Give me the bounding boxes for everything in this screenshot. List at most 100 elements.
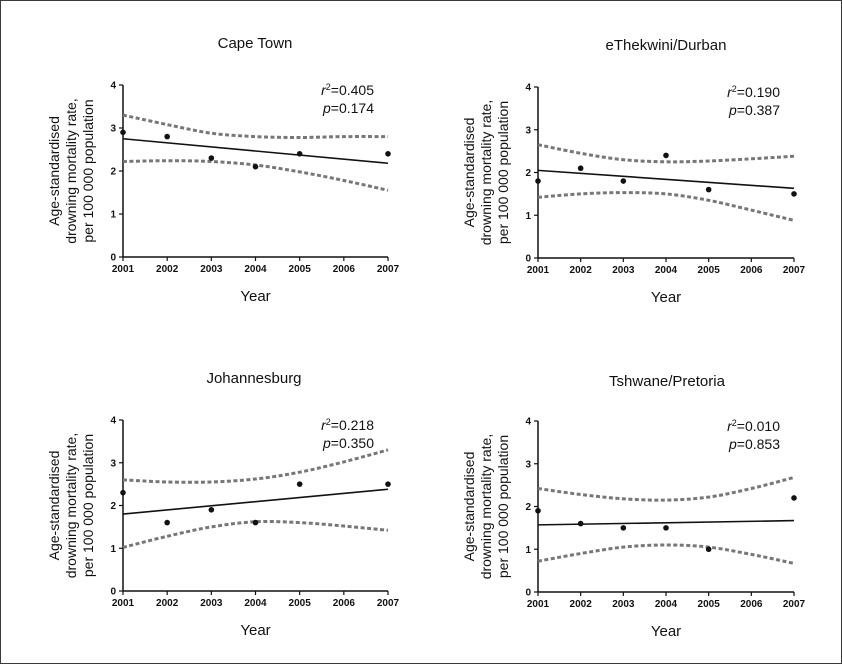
p-value-label: p=0.853 (728, 436, 780, 452)
y-tick-label: 3 (525, 125, 531, 136)
r-squared-label: r2=0.010 (727, 418, 780, 434)
y-axis-label-line: Age-standardised (46, 116, 62, 226)
y-tick-label: 2 (110, 501, 116, 512)
data-point (620, 525, 627, 531)
y-axis-label-line: Age-standardised (46, 451, 62, 561)
ci-lower-band (537, 543, 795, 565)
x-tick-label: 2004 (244, 264, 267, 275)
data-point (791, 191, 797, 197)
chart-title: eThekwini/Durban (606, 37, 727, 54)
x-tick-label: 2006 (740, 265, 763, 276)
x-tick-label: 2001 (527, 599, 550, 610)
ci-upper-band (122, 448, 389, 484)
x-tick-label: 2005 (698, 599, 721, 610)
x-tick-label: 2003 (612, 265, 635, 276)
y-tick-label: 1 (110, 544, 116, 555)
x-tick-label: 2003 (200, 598, 223, 609)
y-axis-label-line: per 100 000 population (80, 99, 96, 242)
r-squared-label: r2=0.405 (321, 82, 374, 98)
x-tick-label: 2002 (156, 598, 179, 609)
ci-upper-band (537, 143, 795, 164)
x-tick-label: 2006 (740, 599, 763, 610)
p-value-label: p=0.350 (322, 435, 374, 451)
y-tick-label: 2 (110, 167, 116, 178)
y-axis-label-line: drowning mortality rate, (63, 98, 79, 244)
chart-panel-4: Tshwane/Pretoria r2=0.010 p=0.853 0 1 2 3 4 2001… (461, 373, 806, 640)
x-tick-label: 2006 (333, 598, 356, 609)
x-tick-label: 2003 (200, 264, 223, 275)
chart-panel-3: Johannesburg r2=0.218 p=0.350 0 1 2 3 4 2001 2002… (46, 370, 400, 639)
y-axis-label-line: drowning mortality rate, (63, 433, 79, 579)
data-point (296, 481, 303, 487)
data-point (164, 519, 170, 526)
r-squared-label: r2=0.190 (727, 84, 780, 100)
data-point (164, 133, 170, 140)
y-axis-label-line: per 100 000 population (80, 434, 96, 577)
x-tick-label: 2005 (289, 264, 312, 275)
data-point (252, 163, 259, 170)
chart-title: Cape Town (218, 35, 293, 52)
r-squared-label: r2=0.218 (321, 417, 374, 433)
data-point (705, 186, 712, 193)
data-point (296, 151, 303, 157)
y-tick-label: 0 (525, 254, 531, 265)
data-point (120, 129, 126, 136)
y-tick-label: 0 (110, 253, 116, 264)
y-tick-label: 4 (525, 83, 531, 94)
data-point (791, 495, 797, 501)
x-tick-label: 2001 (527, 265, 550, 276)
data-point (620, 178, 627, 184)
data-point (577, 165, 584, 172)
y-tick-label: 1 (525, 545, 531, 556)
data-point (663, 525, 669, 531)
y-tick-label: 2 (525, 502, 531, 513)
ci-lower-band (537, 191, 795, 222)
data-point (577, 520, 584, 527)
regression-line (537, 519, 795, 526)
regression-line (122, 488, 389, 515)
x-tick-label: 2002 (570, 265, 593, 276)
y-axis-label-line: Age-standardised (461, 452, 477, 562)
data-point (120, 489, 126, 496)
x-tick-label: 2004 (244, 598, 267, 609)
ci-upper-band (537, 475, 795, 502)
x-tick-label: 2004 (655, 265, 678, 276)
y-tick-label: 4 (110, 81, 116, 92)
regression-line (537, 169, 795, 190)
x-tick-label: 2004 (655, 599, 678, 610)
x-tick-label: 2001 (112, 598, 135, 609)
data-point (385, 151, 391, 157)
chart-panel-2: eThekwini/Durban r2=0.190 p=0.387 0 1 2 3 4 2001… (461, 37, 806, 306)
data-point (663, 152, 669, 159)
chart-title: Tshwane/Pretoria (609, 373, 726, 390)
y-axis-label-line: Age-standardised (461, 118, 477, 228)
y-axis-label-line: drowning mortality rate, (478, 100, 494, 246)
p-value-label: p=0.387 (728, 102, 780, 118)
chart-panel-1: Cape Town r2=0.405 p=0.174 0 1 2 3 4 2001 2002 200… (46, 35, 400, 305)
data-point (208, 506, 215, 513)
y-tick-label: 3 (525, 459, 531, 470)
x-tick-label: 2007 (377, 264, 400, 275)
data-point (208, 155, 215, 161)
y-tick-label: 4 (525, 417, 531, 428)
y-tick-label: 3 (110, 458, 116, 469)
y-tick-label: 1 (525, 211, 531, 222)
y-axis-label-line: drowning mortality rate, (478, 434, 494, 580)
data-point (385, 481, 391, 487)
y-tick-label: 1 (110, 210, 116, 221)
y-tick-label: 3 (110, 124, 116, 135)
chart-title: Johannesburg (206, 370, 301, 387)
y-tick-label: 2 (525, 168, 531, 179)
y-axis-label-line: per 100 000 population (495, 435, 511, 578)
y-axis-label-line: per 100 000 population (495, 101, 511, 244)
data-point (535, 178, 541, 184)
p-value-label: p=0.174 (322, 100, 374, 116)
ci-upper-band (122, 113, 389, 140)
x-tick-label: 2007 (783, 599, 806, 610)
data-point (535, 507, 541, 514)
data-point (252, 519, 259, 526)
x-tick-label: 2007 (377, 598, 400, 609)
y-tick-label: 0 (110, 587, 116, 598)
x-axis-label: Year (651, 623, 681, 640)
